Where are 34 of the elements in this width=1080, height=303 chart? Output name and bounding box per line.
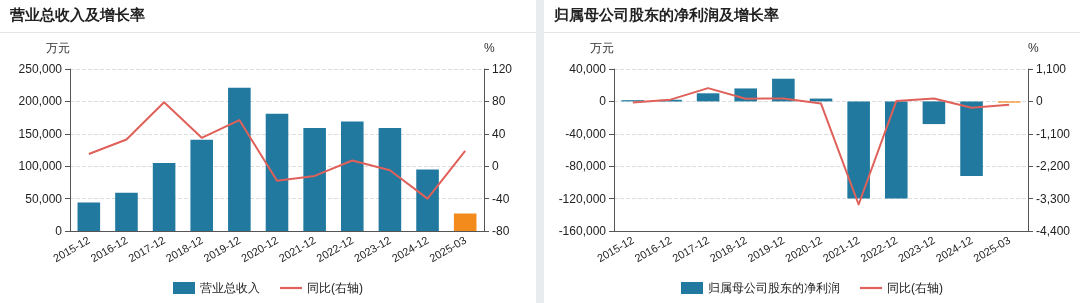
y2-tick-label: 1,100 [1036, 62, 1067, 76]
y2-tick-label: -3,300 [1036, 191, 1071, 206]
y-tick-label: -80,000 [565, 159, 607, 174]
y-tick-label: 200,000 [18, 94, 63, 109]
y-tick-label: 0 [55, 224, 63, 238]
legend-label: 营业总收入 [200, 281, 260, 295]
y2-tick-label: -80 [492, 224, 510, 238]
y2-tick-label: 40 [492, 126, 506, 141]
y-axis-title: 万元 [46, 41, 70, 55]
y2-tick-label: 0 [1036, 94, 1043, 109]
y-tick-label: 150,000 [18, 126, 63, 141]
y-tick-label: -120,000 [558, 191, 607, 206]
y2-tick-label: 80 [492, 94, 506, 109]
legend-label: 归属母公司股东的净利润 [708, 281, 840, 295]
y-axis-title: 万元 [590, 41, 614, 55]
legend-label: 同比(右轴) [887, 281, 943, 295]
legend-label: 同比(右轴) [307, 281, 363, 295]
y-tick-label: -40,000 [565, 126, 607, 141]
y-tick-label: 0 [599, 94, 607, 109]
y2-axis-title: % [484, 41, 495, 55]
y-tick-label: 100,000 [18, 159, 63, 174]
y2-tick-label: -4,400 [1036, 224, 1071, 238]
y-tick-label: 40,000 [569, 62, 607, 76]
y2-tick-label: 0 [492, 159, 499, 174]
chart-title: 归属母公司股东的净利润及增长率 [544, 0, 1080, 33]
y-tick-label: -160,000 [558, 224, 607, 238]
y2-tick-label: -1,100 [1036, 126, 1071, 141]
y-tick-label: 50,000 [25, 191, 63, 206]
y-tick-label: 250,000 [18, 62, 63, 76]
y2-tick-label: -40 [492, 191, 510, 206]
y2-tick-label: -2,200 [1036, 159, 1071, 174]
chart-title: 营业总收入及增长率 [0, 0, 536, 33]
y2-axis-title: % [1028, 41, 1039, 55]
y2-tick-label: 120 [492, 62, 513, 76]
